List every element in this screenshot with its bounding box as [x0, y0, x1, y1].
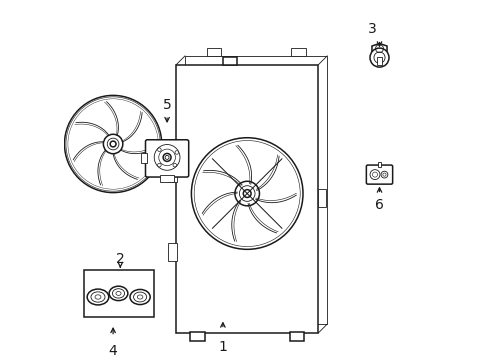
Circle shape [369, 48, 388, 67]
Circle shape [163, 153, 171, 161]
Bar [84, 270, 154, 317]
Text: 1: 1 [218, 340, 227, 354]
Bar [376, 57, 381, 65]
Circle shape [175, 151, 178, 154]
Text: 2: 2 [116, 252, 124, 266]
Bar [223, 57, 237, 65]
Text: 3: 3 [367, 22, 376, 36]
Ellipse shape [112, 289, 124, 298]
Text: 5: 5 [163, 98, 171, 112]
Ellipse shape [91, 292, 105, 302]
Circle shape [173, 163, 176, 167]
Polygon shape [371, 44, 386, 54]
Bar [160, 175, 174, 182]
Ellipse shape [130, 289, 150, 305]
Circle shape [191, 138, 303, 249]
Ellipse shape [116, 292, 121, 295]
Bar [206, 48, 221, 56]
Bar [289, 332, 303, 341]
Text: 6: 6 [374, 198, 383, 212]
Circle shape [157, 163, 161, 167]
Ellipse shape [133, 292, 146, 302]
Ellipse shape [109, 286, 127, 301]
Text: 4: 4 [108, 344, 117, 358]
Circle shape [157, 148, 161, 152]
Circle shape [234, 181, 259, 206]
Ellipse shape [95, 295, 101, 299]
Bar [141, 153, 147, 163]
Bar [185, 56, 326, 324]
Circle shape [64, 95, 162, 193]
Bar [190, 332, 204, 341]
Circle shape [110, 141, 116, 147]
Ellipse shape [87, 289, 108, 305]
Bar [291, 48, 305, 56]
Ellipse shape [137, 295, 142, 299]
Circle shape [380, 171, 387, 178]
Bar [318, 189, 325, 207]
Circle shape [243, 190, 251, 197]
Bar [168, 243, 177, 261]
FancyBboxPatch shape [145, 140, 188, 177]
Bar [176, 65, 318, 333]
Circle shape [154, 144, 180, 170]
Circle shape [369, 170, 379, 180]
Bar [377, 162, 381, 166]
FancyBboxPatch shape [366, 165, 392, 184]
Circle shape [103, 134, 122, 154]
Bar [168, 164, 177, 182]
